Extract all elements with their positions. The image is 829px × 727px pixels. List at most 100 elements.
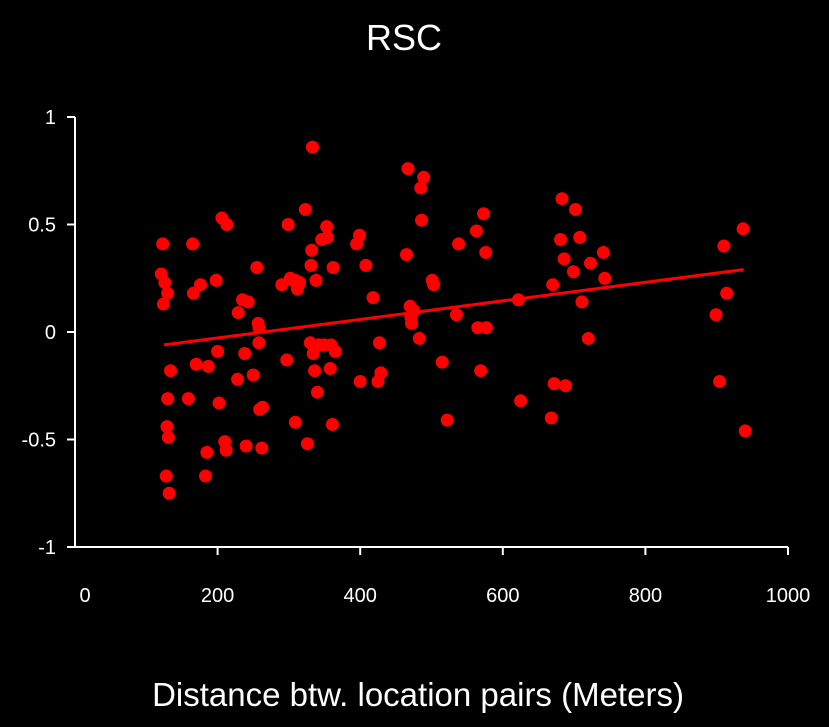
data-point: [252, 336, 266, 350]
data-point: [198, 469, 212, 483]
chart-title: RSC: [366, 17, 442, 58]
data-point: [417, 170, 431, 184]
data-point: [547, 377, 561, 391]
data-point: [250, 261, 264, 274]
data-point: [546, 278, 560, 292]
data-point: [201, 359, 215, 373]
data-point: [189, 357, 203, 371]
data-point: [325, 417, 339, 431]
data-point: [162, 486, 176, 500]
data-point: [231, 306, 245, 320]
data-point: [359, 258, 373, 272]
data-point: [305, 140, 319, 154]
data-point: [474, 364, 488, 378]
data-point: [581, 331, 595, 345]
data-point: [555, 192, 569, 206]
data-point: [709, 308, 723, 322]
data-point: [288, 415, 302, 429]
data-point: [164, 364, 178, 378]
x-tick-label: 1000: [766, 585, 811, 607]
plot-area: 0 200 400 600 800 1000 1 0.5 0 -0.5 -1: [22, 107, 811, 607]
data-point: [405, 316, 419, 330]
data-point: [514, 394, 528, 408]
data-point: [220, 218, 234, 231]
data-point: [559, 379, 573, 393]
data-point: [156, 297, 170, 311]
data-point: [372, 336, 386, 350]
x-axis-label: Distance btw. location pairs (Meters): [152, 676, 684, 713]
data-point: [293, 276, 307, 290]
data-point: [479, 245, 493, 259]
data-point: [320, 220, 334, 234]
data-point: [161, 430, 175, 444]
data-point: [401, 162, 415, 176]
data-point: [161, 392, 175, 406]
data-point: [736, 222, 750, 236]
data-point: [200, 445, 214, 459]
y-tick-label: -0.5: [22, 430, 56, 452]
data-point: [281, 218, 295, 231]
x-tick-label: 0: [79, 585, 90, 607]
data-point: [374, 366, 388, 380]
data-point: [160, 420, 174, 434]
data-point: [583, 256, 597, 270]
data-point: [181, 392, 195, 406]
data-point: [320, 230, 334, 244]
data-point: [231, 372, 245, 386]
data-point: [544, 411, 558, 425]
x-tick-label: 600: [486, 585, 519, 607]
data-point: [161, 286, 175, 300]
data-point: [298, 202, 312, 216]
data-point: [435, 355, 449, 369]
data-point: [554, 233, 568, 247]
data-point: [186, 286, 200, 300]
data-point: [304, 258, 318, 272]
y-tick-label: 0: [45, 322, 56, 344]
data-point: [717, 239, 731, 253]
data-point: [212, 396, 226, 410]
data-point: [598, 271, 612, 285]
data-point: [452, 237, 466, 251]
data-point: [309, 273, 323, 287]
data-point: [256, 400, 270, 414]
trend-line: [163, 268, 744, 347]
data-point: [300, 437, 314, 451]
data-point: [569, 202, 583, 216]
data-point: [280, 353, 294, 367]
data-point: [219, 443, 233, 457]
data-point: [469, 224, 483, 238]
data-point: [479, 321, 493, 335]
data-point: [193, 278, 207, 292]
data-point: [596, 245, 610, 259]
data-point: [352, 228, 366, 242]
x-tick-label: 200: [201, 585, 234, 607]
data-point: [720, 286, 734, 300]
x-tick-label: 800: [629, 585, 662, 607]
data-point: [440, 413, 454, 427]
data-point: [239, 439, 253, 453]
data-point: [323, 362, 337, 376]
data-point: [353, 374, 367, 388]
data-point: [159, 469, 173, 483]
x-tick-label: 400: [344, 585, 377, 607]
data-point: [573, 230, 587, 244]
data-point: [449, 308, 463, 322]
data-point: [186, 237, 200, 251]
data-point: [400, 248, 414, 262]
data-point: [326, 261, 340, 274]
data-point: [241, 295, 255, 309]
data-point: [575, 295, 589, 309]
data-point: [566, 265, 580, 279]
data-point: [366, 291, 380, 305]
data-point: [415, 213, 429, 227]
data-point: [238, 347, 252, 360]
data-point: [158, 276, 172, 290]
data-point: [412, 331, 426, 345]
data-point: [328, 344, 342, 358]
data-point: [209, 273, 223, 287]
y-tick-label: 0.5: [28, 215, 56, 237]
data-point: [211, 344, 225, 358]
data-point: [255, 441, 269, 455]
data-point: [308, 364, 322, 378]
data-point: [246, 368, 260, 382]
